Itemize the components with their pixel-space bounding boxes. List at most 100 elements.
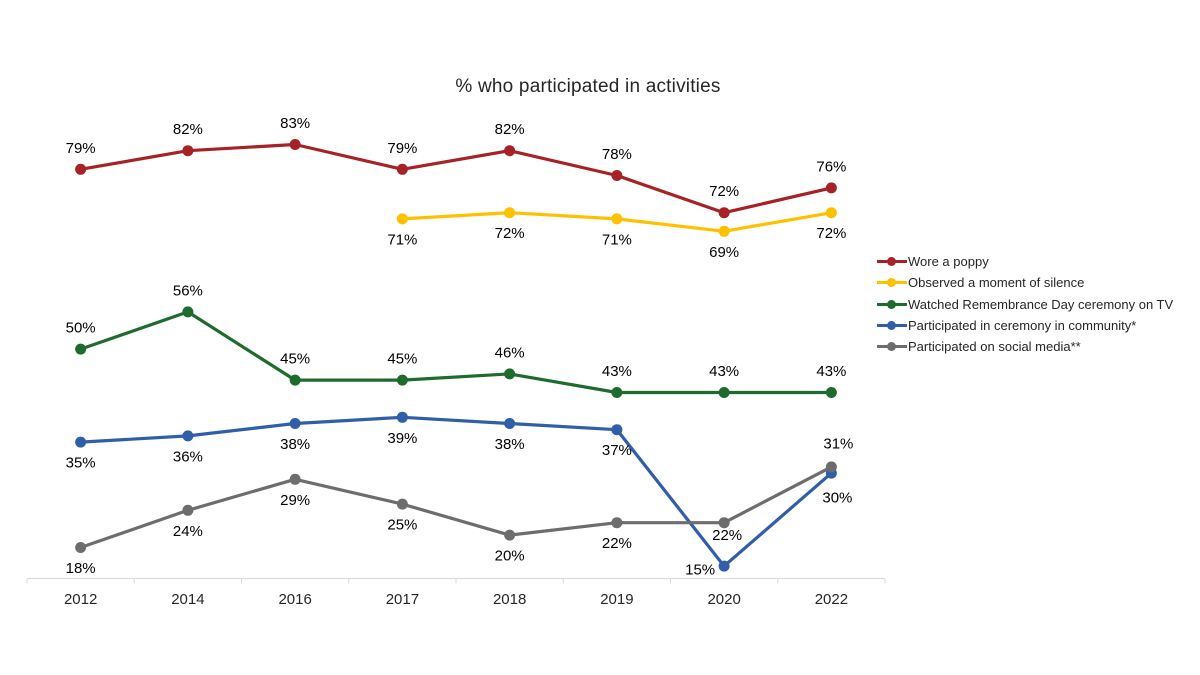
data-point [182,504,194,516]
series-observed-a-moment-of-silence: 71% 72% 71% 69% 72% [387,207,846,261]
series-watched-remembrance-day-ceremony-on-tv: 50% 56% 45% 45% 46% 43% 43% 43% [66,282,846,398]
data-label: 46% [495,344,525,361]
data-label: 35% [66,455,96,472]
data-label: 18% [66,560,96,577]
chart-legend: Wore a poppy Observed a moment of silence… [877,251,1173,357]
data-label: 24% [173,523,203,540]
series-line [79,310,833,395]
data-point [504,418,516,429]
data-point [718,225,730,237]
data-point [825,461,837,473]
data-label: 25% [387,517,417,534]
data-point [504,207,516,219]
data-label: 36% [173,448,203,465]
legend-item-participated-on-social-media: Participated on social media** [877,336,1173,357]
data-point [289,418,301,429]
data-point [718,387,730,398]
data-point [75,163,87,175]
data-point [825,387,837,398]
x-axis-label-2022: 2022 [815,591,848,608]
data-point [289,374,301,386]
series-line [79,415,833,568]
data-label: 43% [816,363,846,380]
legend-item-participated-in-ceremony-in-community: Participated in ceremony in community* [877,315,1173,336]
legend-marker-icon [877,341,907,352]
x-axis-label-2020: 2020 [707,591,740,608]
data-label: 76% [816,158,846,175]
x-axis-label-2017: 2017 [386,591,419,608]
legend-label: Observed a moment of silence [908,275,1085,291]
data-point [611,424,623,436]
data-point [718,207,730,219]
data-label: 78% [602,146,632,163]
data-label: 71% [602,231,632,248]
data-label: 69% [709,244,739,261]
data-point [611,387,623,398]
data-label: 45% [280,351,310,368]
x-axis-label-2014: 2014 [171,591,204,608]
data-point [396,498,408,510]
series-participated-on-social-media: 18% 24% 29% 25% 20% 22% 22% 31% [66,435,854,577]
data-point [825,207,837,219]
data-label: 20% [495,548,525,565]
data-label: 38% [280,436,310,453]
legend-marker-icon [877,256,907,267]
x-axis-label-2012: 2012 [64,591,97,608]
data-label: 82% [495,121,525,138]
data-point [289,473,301,485]
data-label: 56% [173,282,203,299]
data-point [825,182,837,194]
data-label: 43% [709,363,739,380]
data-label: 22% [712,527,742,544]
data-point [75,436,87,448]
x-axis-label-2019: 2019 [600,591,633,608]
data-label: 82% [173,121,203,138]
data-label: 31% [823,435,853,452]
legend-label: Wore a poppy [908,254,989,270]
data-label: 79% [66,140,96,157]
legend-item-wore-a-poppy: Wore a poppy [877,251,1173,272]
data-label: 71% [387,231,417,248]
data-label: 72% [495,225,525,242]
legend-label: Watched Remembrance Day ceremony on TV [908,296,1174,312]
data-point [182,145,194,157]
data-label: 72% [709,183,739,200]
x-axis-label-2018: 2018 [493,591,526,608]
series-line [79,142,833,215]
series-wore-a-poppy: 79% 82% 83% 79% 82% 78% 72% 76% [66,115,846,219]
data-point [718,517,730,529]
legend-marker-icon [877,277,907,288]
data-point [504,145,516,157]
data-label: 22% [602,535,632,552]
data-point [289,139,301,150]
data-label: 30% [822,490,852,507]
data-point [396,374,408,386]
data-point [75,343,87,355]
data-label: 38% [495,436,525,453]
legend-label: Participated on social media** [908,339,1081,355]
data-point [718,560,730,572]
data-point [611,517,623,529]
data-label: 79% [387,140,417,157]
series-participated-in-ceremony-in-community: 35% 36% 38% 39% 38% 37% 15% 30% [66,411,852,579]
data-point [504,529,516,541]
data-label: 72% [816,225,846,242]
data-label: 83% [280,115,310,132]
data-point [396,411,408,423]
x-axis-label-2016: 2016 [278,591,311,608]
data-label: 43% [602,363,632,380]
data-label: 50% [66,320,96,337]
data-label: 45% [387,351,417,368]
data-point [182,306,194,318]
data-point [611,213,623,225]
data-label: 39% [387,430,417,447]
data-point [182,430,194,442]
chart-title: % who participated in activities [455,76,721,97]
legend-item-watched-remembrance-day-ceremony-on-tv: Watched Remembrance Day ceremony on TV [877,294,1173,315]
data-point [396,213,408,225]
data-point [396,163,408,175]
data-label: 15% [685,562,715,579]
legend-marker-icon [877,299,907,310]
